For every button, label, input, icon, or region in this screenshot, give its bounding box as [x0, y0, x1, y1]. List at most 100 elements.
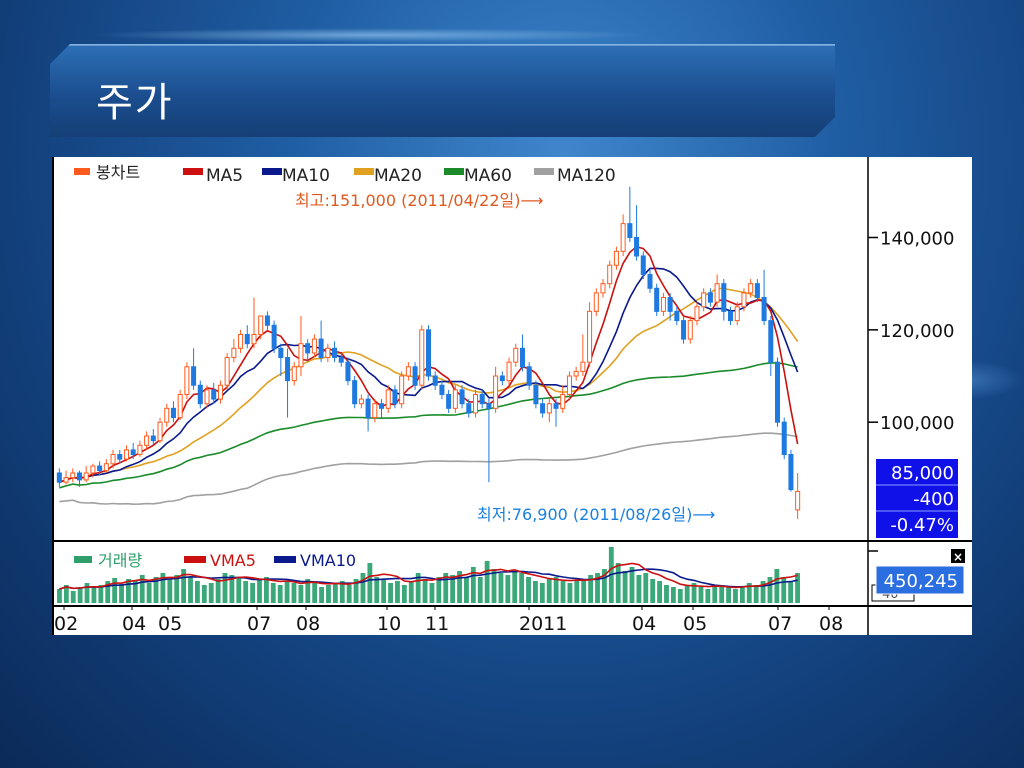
legend-swatch-ma60	[444, 168, 464, 175]
candle-up	[620, 223, 626, 252]
time-axis-label: 08	[296, 613, 320, 635]
candle-up	[701, 292, 707, 308]
candle-up	[110, 454, 116, 465]
volume-bar	[484, 561, 490, 603]
candle-down	[466, 403, 472, 414]
candle-up	[358, 398, 364, 405]
header-glow	[90, 28, 650, 42]
vma10-line	[59, 568, 798, 590]
volume-bar	[698, 587, 704, 603]
volume-bar	[284, 581, 290, 603]
candle-up	[70, 472, 76, 479]
volume-bar	[657, 581, 663, 603]
volume-bar	[401, 585, 407, 603]
candle-down	[338, 357, 344, 363]
candle-down	[774, 361, 781, 423]
volume-bar	[215, 579, 221, 603]
volume-bar	[367, 563, 373, 603]
volume-bar	[360, 573, 366, 603]
volume-bar	[132, 581, 138, 603]
candle-down	[627, 223, 633, 238]
candle-up	[144, 435, 150, 446]
price-change: -400	[913, 489, 954, 510]
candle-down	[674, 310, 680, 322]
volume-bar	[194, 581, 200, 603]
candle-up	[298, 343, 304, 368]
legend-swatch-candle	[74, 168, 90, 175]
time-axis-label: 07	[768, 613, 792, 635]
price-tick-label: 120,000	[880, 321, 954, 342]
candle-down	[425, 329, 432, 377]
legend-label-candle: 봉차트	[96, 163, 140, 182]
volume-bar	[63, 585, 69, 603]
volume-bar	[263, 577, 269, 603]
volume-bar	[670, 587, 676, 603]
ma120-line	[59, 432, 798, 506]
stock-chart-svg: 140,000 120,000 100,000 봉차트 MA5 MA10 MA20 …	[52, 157, 972, 635]
volume-bar	[105, 581, 111, 603]
volume-bar	[139, 575, 145, 603]
candle-up	[419, 329, 425, 386]
candle-down	[540, 403, 546, 414]
candle-up	[566, 375, 572, 395]
volume-bar	[126, 579, 131, 603]
volume-bar	[650, 579, 656, 603]
candle-down	[728, 310, 734, 322]
time-axis-label: 04	[122, 613, 146, 635]
volume-bar	[477, 577, 483, 603]
candle-down	[781, 421, 787, 456]
volume-bar	[160, 573, 166, 603]
volume-bar	[208, 583, 214, 603]
volume-bar	[270, 583, 276, 603]
volume-bar	[353, 579, 359, 603]
candle-down	[170, 407, 176, 419]
candle-down	[432, 375, 438, 386]
volume-bar	[739, 587, 745, 603]
candle-up	[157, 421, 163, 442]
time-axis-label: 2011	[519, 613, 567, 635]
current-price-box: 85,000 -400 -0.47%	[876, 459, 958, 538]
legend-label-ma5: MA5	[206, 166, 243, 186]
volume-bar	[526, 577, 531, 603]
volume-bar	[408, 581, 414, 603]
time-axis-label: 02	[54, 613, 78, 635]
volume-bar	[84, 583, 90, 603]
volume-bar	[57, 589, 62, 603]
candle-down	[768, 320, 774, 363]
volume-bar	[684, 585, 690, 603]
candle-down	[499, 375, 505, 382]
candle-down	[707, 292, 713, 303]
high-price-annotation: 최고:151,000 (2011/04/22일)⟶	[295, 191, 544, 210]
candle-down	[345, 361, 351, 382]
candle-up	[607, 264, 613, 285]
candle-up	[748, 283, 754, 294]
volume-bar	[629, 567, 635, 603]
volume-bar	[595, 573, 600, 603]
volume-bar	[677, 589, 683, 603]
close-button[interactable]	[951, 549, 965, 563]
candle-up	[405, 366, 411, 377]
candle-down	[486, 403, 492, 409]
candle-down	[640, 255, 646, 275]
legend-swatch-ma120	[534, 168, 554, 175]
legend-swatch-vma10	[274, 556, 296, 563]
candle-up	[238, 333, 244, 349]
candle-up	[613, 250, 619, 266]
volume-bar	[257, 579, 262, 603]
candle-down	[761, 297, 767, 322]
volume-bar	[464, 577, 469, 603]
volume-bar	[312, 583, 318, 603]
candle-down	[392, 389, 398, 405]
volume-bar	[153, 577, 159, 603]
title-bar	[50, 44, 835, 137]
candle-up	[311, 338, 317, 354]
volume-bar	[243, 581, 249, 603]
volume-bar	[601, 569, 607, 603]
ma60-line	[59, 361, 798, 489]
volume-bar	[112, 578, 118, 603]
volume-bar	[381, 579, 387, 603]
low-price-annotation: 최저:76,900 (2011/08/26일)⟶	[477, 505, 715, 524]
candle-down	[379, 403, 385, 409]
volume-bar	[574, 581, 580, 603]
candle-down	[97, 465, 103, 472]
